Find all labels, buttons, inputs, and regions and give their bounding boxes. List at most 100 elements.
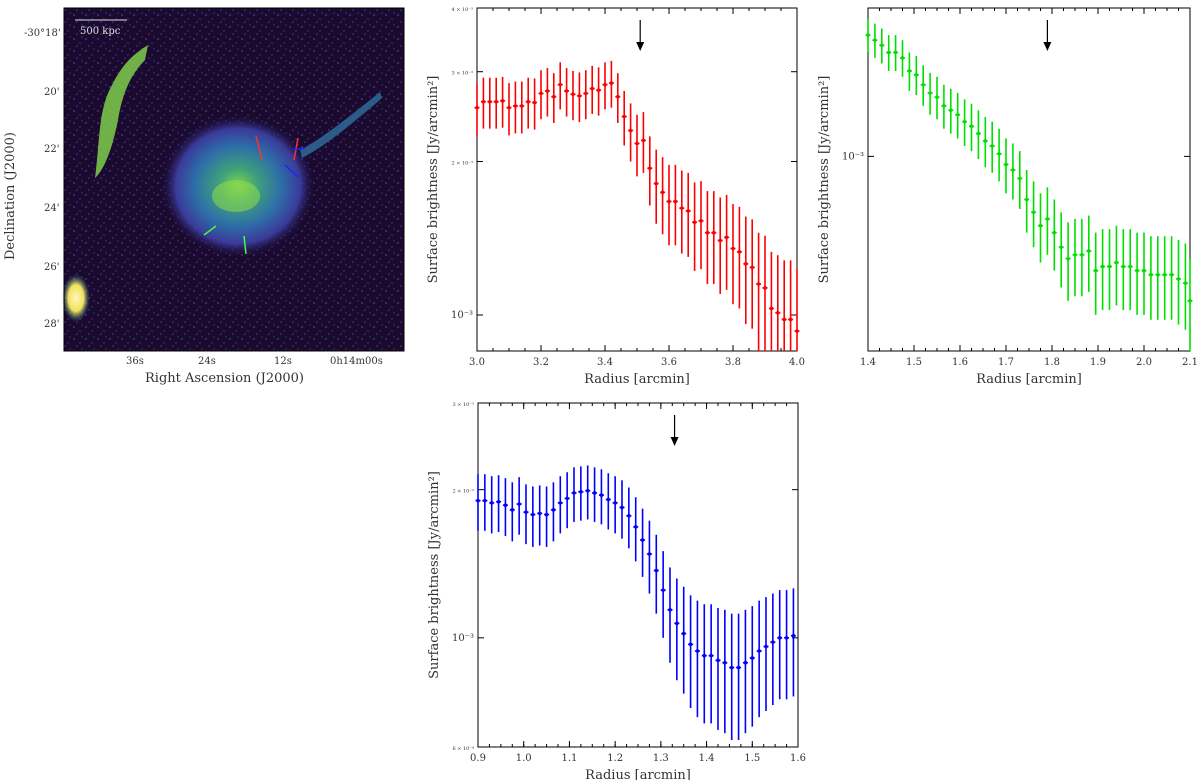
chart-blue-profile-point [565, 496, 569, 501]
chart-blue-profile-xlabel: Radius [arcmin] [585, 768, 691, 780]
chart-blue-profile-point [661, 588, 665, 592]
chart-green-profile-point [921, 82, 925, 87]
chart-green-profile-point [1128, 264, 1132, 269]
chart-blue-profile-point [503, 503, 508, 507]
chart-blue-profile-point [524, 510, 528, 514]
chart-blue-profile-point [668, 608, 672, 612]
chart-blue-profile-frame [477, 402, 799, 748]
tail-filament [300, 92, 382, 158]
chart-blue-profile-point [750, 656, 755, 660]
chart-blue-profile-point [620, 505, 624, 510]
chart-blue-profile-arrow-head [670, 437, 679, 446]
chart-red-profile-point [564, 89, 569, 93]
chart-red-profile-xtick-label: 3.0 [469, 357, 485, 368]
chart-red-profile-xtick-label: 4.0 [789, 357, 805, 368]
chart-blue-profile-point [647, 552, 652, 556]
chart-red-profile-point [603, 82, 607, 87]
chart-red-profile-point [648, 166, 652, 171]
chart-red-profile-point [769, 306, 774, 311]
chart-red-profile-point [584, 91, 588, 96]
chart-green-profile-point [1121, 264, 1126, 269]
chart-red-profile-point [731, 246, 735, 251]
chart-red-profile-point [795, 329, 799, 333]
chart-green-profile-point [1188, 299, 1192, 303]
chart-green-profile-xtick-label: 1.9 [1090, 357, 1106, 368]
chart-red-profile-point [520, 104, 524, 108]
chart-green-profile-point [1045, 217, 1050, 221]
chart-green-profile-point [962, 119, 967, 124]
chart-green-profile-point [1162, 272, 1167, 277]
sky-image-svg: 500 kpc -30°18' 20' 22' 24' 26' 28' 36s … [3, 7, 405, 386]
chart-green-profile-point [1004, 162, 1008, 167]
chart-green-profile-point [969, 124, 974, 129]
chart-blue-profile-point [771, 640, 775, 644]
chart-green-profile-point [880, 43, 884, 48]
chart-green-profile-point [935, 95, 939, 100]
chart-blue-profile-point [613, 501, 617, 505]
chart-blue-profile-point [476, 498, 480, 503]
chart-red-profile-point [776, 311, 780, 315]
chart-blue-profile-point [716, 658, 720, 663]
chart-green-profile-point [1073, 252, 1077, 257]
chart-green-profile-point [1038, 223, 1043, 228]
chart-blue-svg: 0.9 1.0 1.1 1.2 1.3 1.4 1.5 1.6 6 × 10⁻⁴ 10⁻³ 2 × … [427, 402, 806, 783]
chart-red-profile-point [539, 91, 543, 96]
chart-red-profile-point [507, 105, 511, 110]
chart-red-profile-point [616, 94, 620, 99]
dec-tick-4: 24' [44, 203, 59, 214]
chart-red-profile-point [609, 81, 614, 85]
chart-red-profile-point [673, 199, 678, 204]
chart-blue-profile-point [489, 501, 494, 505]
chart-blue-profile-point [558, 501, 563, 505]
chart-green-profile-point [1100, 264, 1105, 269]
chart-blue-profile-point [496, 499, 501, 504]
ra-tick-4: 0h14m00s [330, 356, 383, 367]
chart-blue-profile-point [764, 644, 768, 649]
dec-tick-2: 20' [44, 87, 59, 98]
chart-green-profile-point [866, 33, 870, 37]
chart-green-profile-xtick-label: 2.0 [1136, 357, 1152, 368]
chart-blue-panel: 0.9 1.0 1.1 1.2 1.3 1.4 1.5 1.6 6 × 10⁻⁴ 10⁻³ 2 × … [420, 395, 810, 783]
chart-red-profile-point [488, 99, 492, 104]
chart-red-profile-point [712, 230, 716, 235]
chart-green-profile-point [1031, 210, 1036, 215]
chart-green-profile-point [990, 144, 994, 148]
ra-tick-3: 12s [274, 356, 292, 367]
chart-green-profile-point [886, 50, 891, 55]
chart-blue-profile-point [633, 525, 638, 529]
chart-green-profile-xtick-label: 1.6 [952, 357, 968, 368]
chart-blue-profile-point [572, 491, 576, 495]
chart-green-profile-point [1142, 268, 1146, 273]
chart-green-profile-point [1059, 245, 1063, 249]
chart-red-profile-point [635, 141, 639, 146]
chart-green-profile-point [1183, 281, 1188, 285]
chart-blue-profile-xtick-label: 1.4 [699, 753, 715, 764]
chart-green-profile-point [873, 38, 877, 42]
chart-green-profile-point [1052, 230, 1057, 235]
chart-green-profile-point [1018, 176, 1022, 181]
chart-red-profile-point [590, 86, 594, 91]
chart-red-profile-point [718, 238, 722, 243]
chart-red-profile-point [788, 317, 793, 322]
chart-blue-profile-point [675, 621, 679, 626]
chart-green-profile-point [976, 131, 981, 136]
chart-red-profile-point [558, 82, 562, 87]
chart-red-profile-point [641, 138, 646, 143]
chart-blue-profile-point [483, 498, 487, 503]
chart-green-profile-xtick-label: 2.1 [1182, 357, 1198, 368]
blue-region-marker-2 [284, 164, 299, 178]
chart-green-profile-point [1011, 168, 1015, 172]
chart-green-profile-point [1093, 268, 1098, 273]
chart-green-profile-ytick-label: 10⁻³ [842, 151, 864, 162]
chart-green-profile-point [1169, 272, 1174, 277]
scale-bar-label: 500 kpc [80, 26, 121, 37]
chart-red-profile-point [596, 88, 601, 92]
chart-red-profile-xlabel: Radius [arcmin] [584, 372, 690, 387]
chart-blue-profile-xtick-label: 1.5 [744, 753, 760, 764]
bright-source [62, 274, 90, 322]
chart-red-profile-point [532, 100, 537, 105]
chart-blue-profile-point [510, 508, 515, 512]
chart-red-profile-point [494, 99, 498, 104]
chart-red-profile-xtick-label: 3.2 [533, 357, 549, 368]
chart-red-profile-point [680, 206, 684, 210]
